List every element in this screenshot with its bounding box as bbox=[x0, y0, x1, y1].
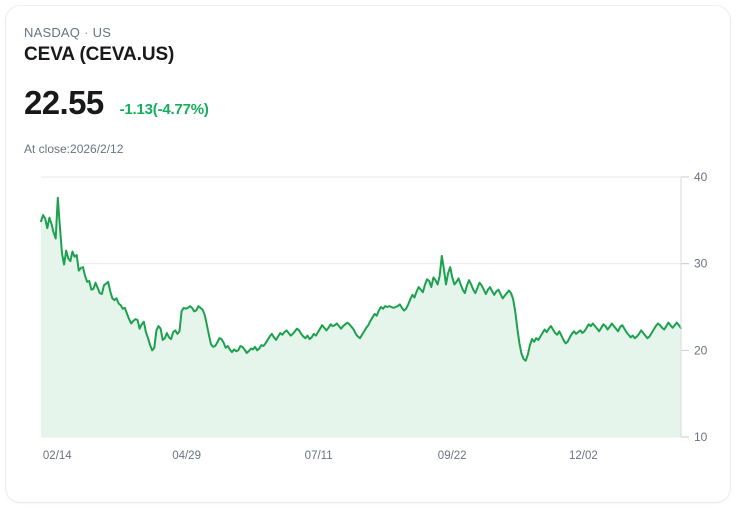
exchange-separator: · bbox=[84, 25, 89, 40]
price-chart[interactable]: 40 30 20 10 02/14 04/29 07/11 09/22 12/02 bbox=[0, 160, 736, 470]
x-axis-tick-label: 02/14 bbox=[43, 450, 72, 462]
region-code: US bbox=[92, 25, 112, 40]
price-row: 22.55 -1.13(-4.77%) bbox=[24, 84, 209, 122]
y-axis-tick-label: 20 bbox=[694, 343, 708, 357]
page-title: CEVA (CEVA.US) bbox=[24, 44, 175, 65]
chart-y-axis-labels: 40 30 20 10 bbox=[694, 170, 708, 444]
exchange-name: NASDAQ bbox=[24, 25, 81, 40]
y-axis-tick-label: 30 bbox=[694, 257, 708, 271]
x-axis-tick-label: 12/02 bbox=[569, 450, 598, 462]
price-chart-svg[interactable]: 40 30 20 10 02/14 04/29 07/11 09/22 12/02 bbox=[0, 160, 736, 470]
x-axis-tick-label: 09/22 bbox=[438, 450, 467, 462]
chart-area-fill bbox=[41, 197, 681, 437]
chart-x-axis-labels: 02/14 04/29 07/11 09/22 12/02 bbox=[43, 450, 598, 462]
chart-line bbox=[40, 196, 682, 362]
x-axis-tick-label: 04/29 bbox=[172, 450, 201, 462]
x-axis-tick-label: 07/11 bbox=[305, 450, 333, 462]
price-change: -1.13(-4.77%) bbox=[119, 101, 209, 118]
at-close-timestamp: At close:2026/2/12 bbox=[24, 142, 124, 156]
y-axis-tick-label: 10 bbox=[694, 430, 708, 444]
exchange-region-line: NASDAQ · US bbox=[24, 25, 111, 40]
current-price: 22.55 bbox=[24, 84, 104, 121]
y-axis-tick-label: 40 bbox=[694, 170, 708, 184]
